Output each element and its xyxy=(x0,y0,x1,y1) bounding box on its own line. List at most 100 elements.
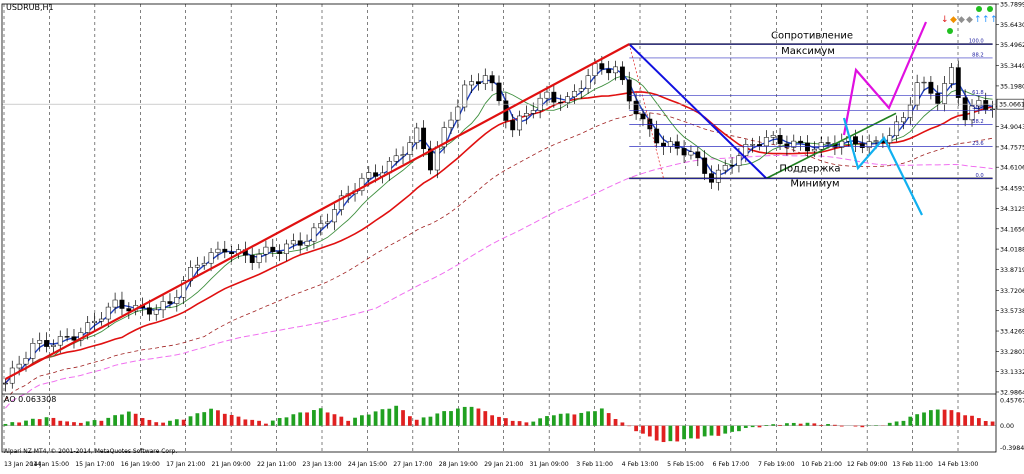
x-tick-label-2: 15 Jan 17:00 xyxy=(75,461,114,468)
annotation-1: Максимум xyxy=(781,46,835,57)
x-tick-label-21: 14 Feb 13:00 xyxy=(938,461,979,468)
candle-body-82 xyxy=(565,96,570,103)
ao-axis-label-2: -0.398448 xyxy=(1000,445,1024,452)
current-price-label: 35.06618 xyxy=(999,102,1024,109)
candle-body-125 xyxy=(859,143,865,148)
candle-body-58 xyxy=(400,154,406,157)
plot-frame xyxy=(1,3,997,453)
candle-body-42 xyxy=(290,240,296,245)
candle-body-143 xyxy=(983,100,989,110)
y-tick-label-12: 34.01880 xyxy=(1000,247,1024,254)
candle-body-141 xyxy=(969,105,975,121)
candle-body-114 xyxy=(784,143,790,148)
candle-body-109 xyxy=(750,144,756,146)
fib-level-label-6: 0.0 xyxy=(975,173,983,179)
x-tick-label-5: 21 Jan 09:00 xyxy=(212,461,251,468)
candle-body-41 xyxy=(284,243,289,254)
candle-body-86 xyxy=(592,63,598,77)
candle-body-64 xyxy=(441,127,447,148)
vertical-grid xyxy=(3,4,959,452)
fib-level-label-1: 88.2 xyxy=(972,52,984,58)
y-tick-label-13: 33.87195 xyxy=(1000,267,1024,274)
candle-body-48 xyxy=(332,209,337,223)
candle-body-36 xyxy=(249,255,255,263)
annotation-2: Поддержка xyxy=(779,163,840,174)
candle-body-32 xyxy=(222,248,228,253)
candle-body-29 xyxy=(201,262,207,266)
candle-body-68 xyxy=(469,81,475,86)
candle-body-100 xyxy=(688,151,694,156)
y-tick-label-1: 35.64305 xyxy=(1000,22,1024,29)
annotation-3: Минимум xyxy=(790,179,839,190)
x-tick-label-18: 10 Feb 21:00 xyxy=(801,461,842,468)
x-tick-label-16: 6 Feb 17:00 xyxy=(713,461,750,468)
candle-body-18 xyxy=(126,308,132,312)
candle-body-80 xyxy=(551,91,557,103)
candle-body-90 xyxy=(619,66,625,81)
y-tick-label-4: 35.19805 xyxy=(1000,83,1024,90)
current-price-box xyxy=(996,98,1024,110)
candle-body-31 xyxy=(215,248,221,253)
candle-body-6 xyxy=(44,340,50,347)
ao-axis-label-1: 0.00 xyxy=(1000,423,1014,430)
candle-body-38 xyxy=(263,246,269,255)
y-tick-label-3: 35.34490 xyxy=(1000,63,1024,70)
candle-body-81 xyxy=(558,101,564,104)
symbol-label: USDRUB,H1 xyxy=(6,3,54,12)
candle-body-52 xyxy=(359,177,365,192)
x-tick-label-6: 22 Jan 11:00 xyxy=(257,461,296,468)
status-dot-3 xyxy=(947,28,953,34)
candle-body-138 xyxy=(948,67,954,84)
candle-body-140 xyxy=(962,97,968,121)
x-tick-label-14: 4 Feb 13:00 xyxy=(622,461,659,468)
candle-body-89 xyxy=(613,66,618,74)
candle-body-61 xyxy=(421,127,427,150)
candle-body-4 xyxy=(30,343,36,359)
candle-body-101 xyxy=(695,151,701,159)
ao-axis-label-0: 0.457676 xyxy=(1000,398,1024,405)
status-dot-2 xyxy=(987,6,993,12)
candle-body-92 xyxy=(633,100,639,115)
candle-body-12 xyxy=(85,322,91,333)
y-tick-label-19: 32.98640 xyxy=(1000,390,1024,397)
y-tick-label-16: 33.42695 xyxy=(1000,329,1024,336)
x-tick-label-9: 27 Jan 17:00 xyxy=(393,461,432,468)
x-tick-label-15: 5 Feb 15:00 xyxy=(667,461,704,468)
candle-body-10 xyxy=(71,336,77,341)
toolbar-glyph-0: ↓ xyxy=(941,15,949,25)
candle-body-2 xyxy=(16,363,22,369)
x-tick-label-0: 13 Jan 2014 xyxy=(4,461,41,468)
toolbar-glyph-2: ◆ xyxy=(958,15,965,25)
candle-body-44 xyxy=(304,240,310,246)
x-tick-label-12: 31 Jan 09:00 xyxy=(530,461,569,468)
y-tick-label-15: 33.57380 xyxy=(1000,308,1024,315)
toolbar-glyph-3: ◆ xyxy=(966,15,973,25)
y-tick-label-8: 34.61065 xyxy=(1000,165,1024,172)
candle-body-130 xyxy=(894,121,900,136)
candle-body-66 xyxy=(455,106,461,121)
candle-body-136 xyxy=(935,93,941,104)
fib-level-label-3: 50.0 xyxy=(972,105,984,111)
candle-body-137 xyxy=(942,83,948,104)
y-tick-label-18: 33.13325 xyxy=(1000,369,1024,376)
candle-body-17 xyxy=(119,299,125,309)
candle-body-106 xyxy=(729,165,735,167)
candle-body-96 xyxy=(661,142,666,147)
bullish-scenario-path xyxy=(842,21,928,136)
candle-body-22 xyxy=(153,309,159,315)
candle-body-33 xyxy=(229,251,235,254)
overlay-layer: 100.0 88.2 61.8 50.0 38.2 23.6 0.0 Сопротивлени… xyxy=(2,6,998,381)
fib-level-label-2: 61.8 xyxy=(972,90,984,96)
candle-body-84 xyxy=(578,88,584,92)
candle-body-57 xyxy=(393,155,399,162)
candle-body-40 xyxy=(277,251,283,254)
candle-body-75 xyxy=(517,115,523,131)
x-tick-label-20: 13 Feb 11:00 xyxy=(892,461,933,468)
x-tick-label-1: 14 Jan 15:00 xyxy=(30,461,69,468)
candle-body-126 xyxy=(866,141,872,148)
fib-anchor-line xyxy=(628,44,664,179)
y-tick-label-17: 33.28010 xyxy=(1000,349,1024,356)
candle-body-107 xyxy=(736,155,742,166)
